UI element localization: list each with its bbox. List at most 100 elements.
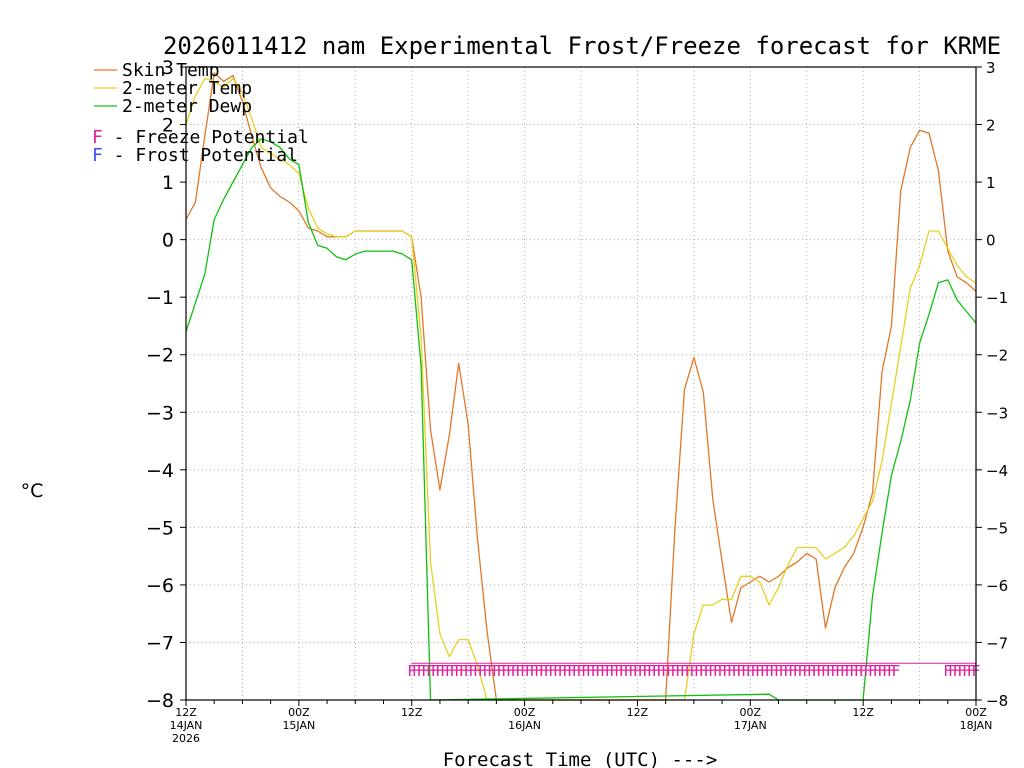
x-tick-label: 18JAN <box>960 719 993 732</box>
x-tick-label: 12Z <box>175 706 197 719</box>
freeze-marker: F <box>440 662 449 680</box>
y-axis-label: °C <box>21 480 44 502</box>
freeze-marker: F <box>694 662 703 680</box>
x-tick-label: 12Z <box>627 706 649 719</box>
y-tick-label-left: 2 <box>162 115 174 137</box>
freeze-marker: F <box>948 662 957 680</box>
legend-label-1: 2-meter Temp <box>122 78 252 99</box>
freeze-marker: F <box>482 662 491 680</box>
x-tick-label: 14JAN <box>170 719 203 732</box>
legend-potential-1: F - Frost Potential <box>92 145 298 166</box>
freeze-marker: F <box>539 662 548 680</box>
y-tick-label-right: −5 <box>986 519 1008 537</box>
freeze-marker: F <box>750 662 759 680</box>
freeze-marker: F <box>835 662 844 680</box>
y-tick-label-right: −1 <box>986 289 1008 307</box>
freeze-marker: F <box>605 662 614 680</box>
y-tick-label-left: −5 <box>146 517 174 539</box>
y-tick-label-right: −4 <box>986 462 1008 480</box>
freeze-marker: F <box>671 662 680 680</box>
freeze-marker: F <box>426 662 435 680</box>
freeze-marker: F <box>957 662 966 680</box>
chart-title: 2026011412 nam Experimental Frost/Freeze… <box>163 32 1001 60</box>
freeze-marker: F <box>407 662 416 680</box>
y-tick-label-right: 2 <box>986 117 996 135</box>
freeze-marker: F <box>435 662 444 680</box>
freeze-marker: F <box>421 662 430 680</box>
freeze-marker: F <box>769 662 778 680</box>
legend-potential-label: - Frost Potential <box>103 145 298 166</box>
series-line-skin-temp <box>185 72 977 701</box>
freeze-marker: F <box>816 662 825 680</box>
freeze-marker: F <box>548 662 557 680</box>
freeze-marker: F <box>873 662 882 680</box>
freeze-marker: F <box>497 662 506 680</box>
freeze-marker: F <box>454 662 463 680</box>
legend-label-2: 2-meter Dewp <box>122 96 252 117</box>
legend-potential-0: F - Freeze Potential <box>92 127 309 148</box>
freeze-marker: F <box>953 662 962 680</box>
freeze-marker: F <box>431 662 440 680</box>
freeze-marker: F <box>562 662 571 680</box>
y-tick-label-left: 1 <box>162 172 174 194</box>
freeze-marker: F <box>464 662 473 680</box>
y-tick-label-right: 0 <box>986 232 996 250</box>
y-tick-label-left: −7 <box>146 632 174 654</box>
freeze-marker: F <box>501 662 510 680</box>
freeze-marker: F <box>868 662 877 680</box>
x-tick-label: 17JAN <box>734 719 767 732</box>
freeze-marker: F <box>685 662 694 680</box>
x-tick-label: 15JAN <box>282 719 315 732</box>
freeze-marker: F <box>506 662 515 680</box>
freeze-marker: F <box>703 662 712 680</box>
freeze-marker: F <box>760 662 769 680</box>
y-tick-label-right: −6 <box>986 577 1008 595</box>
y-tick-label-left: −1 <box>146 287 174 309</box>
freeze-marker: F <box>718 662 727 680</box>
x-tick-label: 00Z <box>514 706 536 719</box>
freeze-marker: F <box>863 662 872 680</box>
freeze-marker: F <box>487 662 496 680</box>
freeze-marker: F <box>840 662 849 680</box>
freeze-marker: F <box>845 662 854 680</box>
x-tick-label: 2026 <box>172 732 200 745</box>
x-tick-label: 12Z <box>852 706 874 719</box>
freeze-marker: F <box>614 662 623 680</box>
y-tick-label-right: −2 <box>986 347 1008 365</box>
freeze-marker: F <box>529 662 538 680</box>
freeze-marker: F <box>478 662 487 680</box>
freeze-marker: F <box>511 662 520 680</box>
freeze-marker: F <box>967 662 976 680</box>
freeze-marker: F <box>586 662 595 680</box>
freeze-marker: F <box>722 662 731 680</box>
freeze-marker: F <box>821 662 830 680</box>
freeze-marker: F <box>661 662 670 680</box>
freeze-marker: F <box>520 662 529 680</box>
freeze-marker: F <box>962 662 971 680</box>
freeze-marker: F <box>830 662 839 680</box>
series-line-2-meter-dewp <box>185 138 977 701</box>
freeze-marker: F <box>576 662 585 680</box>
freeze-marker: F <box>812 662 821 680</box>
freeze-marker: F <box>558 662 567 680</box>
y-axis: 3 3 2 2 1 1 0 0 −1 −1 −2 −2 −3 −3 −4 −4 −5 −5 −6 −6 −7 −7 −8 −8 <box>146 57 1008 712</box>
freeze-marker: F <box>699 662 708 680</box>
freeze-marker: F <box>624 662 633 680</box>
y-tick-label-left: −3 <box>146 402 174 424</box>
legend-potential-label: - Freeze Potential <box>103 127 309 148</box>
freeze-marker: F <box>619 662 628 680</box>
freeze-marker: F <box>826 662 835 680</box>
freeze-marker: F <box>943 662 952 680</box>
freeze-marker: F <box>515 662 524 680</box>
x-axis-label: Forecast Time (UTC) ---> <box>443 749 718 768</box>
freeze-marker: F <box>859 662 868 680</box>
freeze-marker: F <box>849 662 858 680</box>
y-tick-label-right: −8 <box>986 692 1008 710</box>
freeze-marker: F <box>807 662 816 680</box>
freeze-marker: F <box>525 662 534 680</box>
freeze-marker: F <box>797 662 806 680</box>
freeze-marker: F <box>633 662 642 680</box>
freeze-marker: F <box>553 662 562 680</box>
freeze-marker: F <box>736 662 745 680</box>
